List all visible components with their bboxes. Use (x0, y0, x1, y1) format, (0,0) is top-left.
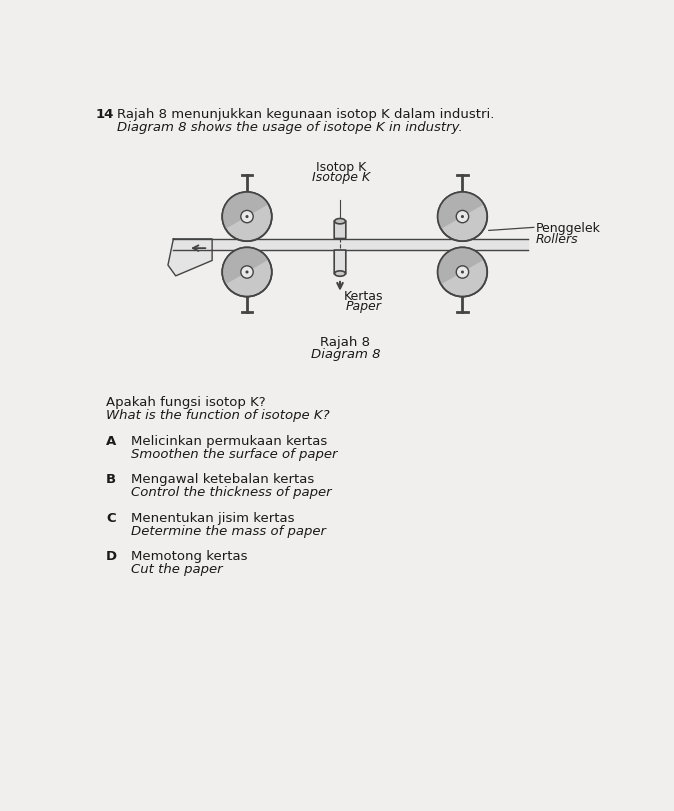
Circle shape (245, 216, 249, 219)
Ellipse shape (334, 219, 346, 225)
Text: Penggelek: Penggelek (535, 222, 600, 235)
Wedge shape (437, 248, 484, 285)
Ellipse shape (334, 272, 346, 277)
Text: Cut the paper: Cut the paper (131, 563, 222, 576)
FancyBboxPatch shape (334, 251, 346, 275)
Circle shape (241, 267, 253, 279)
Text: Isotop K: Isotop K (316, 161, 367, 174)
Text: Diagram 8 shows the usage of isotope K in industry.: Diagram 8 shows the usage of isotope K i… (117, 120, 462, 133)
Text: Apakah fungsi isotop K?: Apakah fungsi isotop K? (106, 396, 266, 409)
Text: Diagram 8: Diagram 8 (311, 347, 380, 360)
Text: Control the thickness of paper: Control the thickness of paper (131, 486, 332, 499)
Text: What is the function of isotope K?: What is the function of isotope K? (106, 408, 330, 421)
Text: C: C (106, 511, 115, 524)
Text: Melicinkan permukaan kertas: Melicinkan permukaan kertas (131, 434, 327, 447)
Text: A: A (106, 434, 116, 447)
Wedge shape (222, 193, 268, 230)
Circle shape (222, 193, 272, 242)
Circle shape (437, 193, 487, 242)
FancyBboxPatch shape (334, 221, 346, 239)
Text: D: D (106, 550, 117, 563)
Text: Rajah 8 menunjukkan kegunaan isotop K dalam industri.: Rajah 8 menunjukkan kegunaan isotop K da… (117, 108, 494, 121)
Text: Menentukan jisim kertas: Menentukan jisim kertas (131, 511, 295, 524)
Text: Paper: Paper (345, 299, 381, 312)
Circle shape (222, 248, 272, 298)
Circle shape (437, 248, 487, 298)
Circle shape (461, 271, 464, 274)
Circle shape (241, 211, 253, 224)
Circle shape (456, 267, 468, 279)
Circle shape (461, 216, 464, 219)
Text: B: B (106, 473, 116, 486)
Text: Determine the mass of paper: Determine the mass of paper (131, 524, 326, 537)
Text: Isotope K: Isotope K (313, 170, 371, 183)
Text: Kertas: Kertas (344, 290, 383, 303)
Text: Mengawal ketebalan kertas: Mengawal ketebalan kertas (131, 473, 314, 486)
Text: Rajah 8: Rajah 8 (320, 336, 371, 349)
Circle shape (456, 211, 468, 224)
Text: Rollers: Rollers (535, 233, 578, 246)
Text: 14: 14 (95, 108, 113, 121)
Wedge shape (222, 248, 268, 285)
Wedge shape (437, 193, 484, 230)
Text: Memotong kertas: Memotong kertas (131, 550, 247, 563)
Text: Smoothen the surface of paper: Smoothen the surface of paper (131, 447, 337, 460)
Polygon shape (168, 239, 212, 277)
Circle shape (245, 271, 249, 274)
